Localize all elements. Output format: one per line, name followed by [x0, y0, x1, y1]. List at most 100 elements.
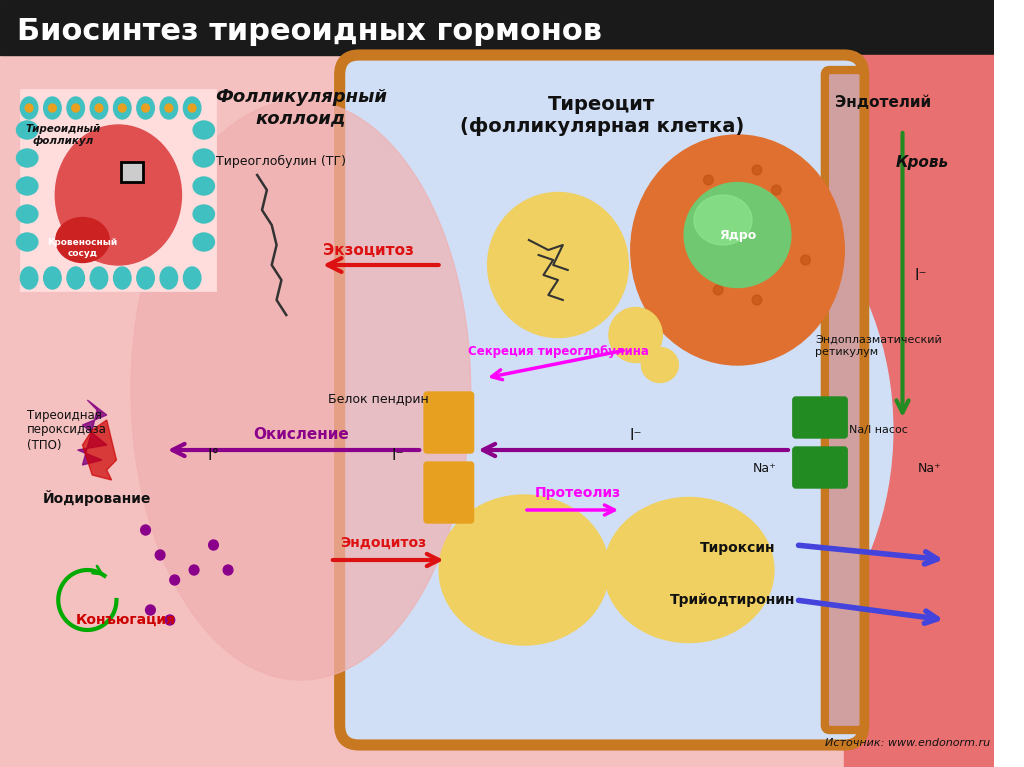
Ellipse shape	[20, 267, 38, 289]
Text: Тиреоцит
(фолликулярная клетка): Тиреоцит (фолликулярная клетка)	[460, 95, 743, 136]
FancyBboxPatch shape	[825, 70, 863, 730]
Bar	[844, 55, 993, 767]
Ellipse shape	[631, 135, 844, 365]
Ellipse shape	[16, 177, 38, 195]
Ellipse shape	[641, 347, 678, 383]
Circle shape	[140, 525, 151, 535]
Ellipse shape	[55, 125, 181, 265]
Text: Na⁺: Na⁺	[753, 462, 776, 475]
Circle shape	[209, 540, 218, 550]
FancyBboxPatch shape	[424, 462, 473, 523]
Circle shape	[752, 295, 762, 305]
Ellipse shape	[194, 205, 214, 223]
Ellipse shape	[487, 193, 629, 337]
Text: Na/I насос: Na/I насос	[849, 425, 908, 435]
Circle shape	[188, 104, 196, 112]
Text: Тироксин: Тироксин	[699, 541, 775, 555]
Text: Тиреоидная
пероксидаза
(ТПО): Тиреоидная пероксидаза (ТПО)	[28, 409, 108, 452]
Text: Биосинтез тиреоидных гормонов: Биосинтез тиреоидных гормонов	[17, 18, 602, 47]
Text: Экзоцитоз: Экзоцитоз	[324, 243, 414, 258]
Circle shape	[723, 245, 733, 255]
Circle shape	[189, 565, 199, 575]
Circle shape	[801, 255, 810, 265]
Circle shape	[752, 165, 762, 175]
Circle shape	[762, 255, 771, 265]
Ellipse shape	[16, 205, 38, 223]
Text: Na⁺: Na⁺	[918, 462, 941, 475]
Circle shape	[781, 225, 791, 235]
Text: Эндоплазматический
ретикулум: Эндоплазматический ретикулум	[815, 335, 942, 357]
Circle shape	[771, 185, 781, 195]
Circle shape	[48, 104, 56, 112]
Ellipse shape	[131, 100, 471, 680]
Ellipse shape	[609, 308, 663, 363]
Circle shape	[119, 104, 126, 112]
Ellipse shape	[160, 267, 177, 289]
Ellipse shape	[439, 495, 609, 645]
Text: Секреция тиреоглобулина: Секреция тиреоглобулина	[468, 345, 648, 358]
Ellipse shape	[67, 97, 84, 119]
Ellipse shape	[604, 498, 774, 643]
Ellipse shape	[194, 233, 214, 251]
Ellipse shape	[16, 121, 38, 139]
Ellipse shape	[16, 233, 38, 251]
FancyBboxPatch shape	[424, 392, 473, 453]
Text: Ядро: Ядро	[719, 229, 756, 242]
Circle shape	[170, 575, 179, 585]
Ellipse shape	[183, 97, 201, 119]
Circle shape	[141, 104, 150, 112]
Ellipse shape	[44, 267, 61, 289]
Text: I⁻: I⁻	[630, 429, 642, 443]
Text: Источник: www.endonorm.ru: Источник: www.endonorm.ru	[825, 738, 990, 748]
Ellipse shape	[194, 149, 214, 167]
Text: Трийодтиронин: Трийодтиронин	[670, 593, 796, 607]
Circle shape	[145, 605, 156, 615]
Circle shape	[714, 215, 723, 225]
FancyBboxPatch shape	[793, 447, 847, 488]
Ellipse shape	[137, 267, 155, 289]
Circle shape	[703, 175, 714, 185]
Bar	[22, 90, 215, 290]
Ellipse shape	[694, 195, 752, 245]
Text: Кровь: Кровь	[895, 155, 948, 170]
Ellipse shape	[684, 183, 791, 288]
Circle shape	[72, 104, 80, 112]
Text: Конъюгация: Конъюгация	[76, 613, 176, 627]
Ellipse shape	[55, 218, 110, 262]
Ellipse shape	[90, 267, 108, 289]
FancyBboxPatch shape	[793, 397, 847, 438]
Ellipse shape	[90, 97, 108, 119]
Ellipse shape	[20, 97, 38, 119]
Text: Белок пендрин: Белок пендрин	[328, 393, 429, 407]
Circle shape	[694, 255, 703, 265]
Ellipse shape	[183, 267, 201, 289]
Text: Эндотелий: Эндотелий	[835, 95, 931, 110]
Ellipse shape	[349, 130, 893, 730]
Text: Тиреоидный
фолликул: Тиреоидный фолликул	[26, 123, 100, 146]
Bar	[121, 162, 142, 182]
Text: Йодирование: Йодирование	[43, 490, 152, 506]
FancyBboxPatch shape	[340, 55, 863, 745]
Ellipse shape	[16, 149, 38, 167]
Text: Эндоцитоз: Эндоцитоз	[340, 536, 426, 550]
Circle shape	[95, 104, 102, 112]
Circle shape	[165, 615, 175, 625]
Polygon shape	[83, 420, 117, 480]
Text: Тиреоглобулин (ТГ): Тиреоглобулин (ТГ)	[216, 155, 346, 168]
Polygon shape	[78, 400, 106, 465]
Ellipse shape	[194, 121, 214, 139]
Bar	[0, 0, 993, 55]
Circle shape	[223, 565, 232, 575]
Circle shape	[165, 104, 173, 112]
Text: I°: I°	[208, 449, 219, 463]
Text: Фолликулярный
коллоид: Фолликулярный коллоид	[215, 88, 387, 127]
Circle shape	[733, 195, 742, 205]
Ellipse shape	[44, 97, 61, 119]
Ellipse shape	[160, 97, 177, 119]
Circle shape	[156, 550, 165, 560]
Text: Окисление: Окисление	[253, 427, 349, 442]
Text: Кровеносный
сосуд: Кровеносный сосуд	[47, 239, 118, 258]
Ellipse shape	[114, 267, 131, 289]
Ellipse shape	[114, 97, 131, 119]
Text: I⁻: I⁻	[391, 449, 404, 463]
